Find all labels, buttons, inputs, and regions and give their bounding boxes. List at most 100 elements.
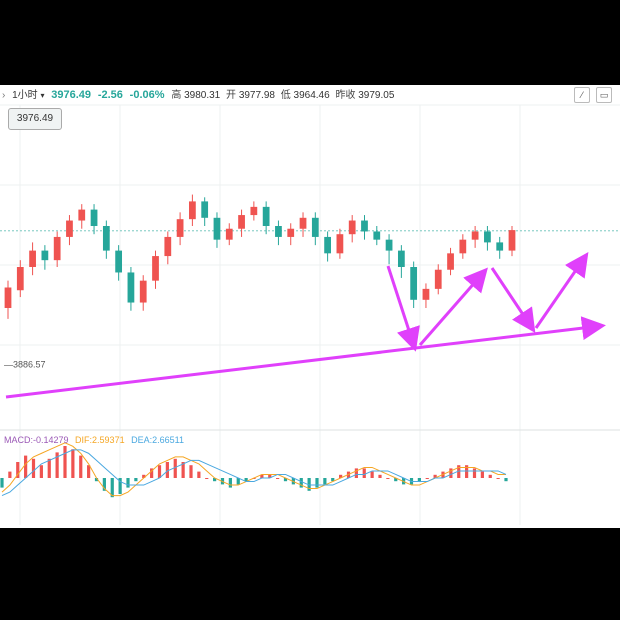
low-marker-label: —3886.57 — [4, 360, 46, 370]
macd-bar — [307, 478, 311, 491]
candle-body — [484, 231, 491, 243]
down-arrow-1 — [386, 265, 420, 352]
candle-body — [115, 250, 123, 273]
macd-bar — [386, 478, 390, 479]
candle-body — [422, 288, 430, 300]
candle-body — [262, 206, 270, 226]
macd-bar — [181, 462, 185, 478]
macd-bar — [354, 468, 358, 478]
candle-body — [336, 234, 344, 254]
open-value: 3977.98 — [238, 90, 275, 101]
change: -2.56 — [97, 89, 123, 101]
macd-bar — [165, 462, 169, 478]
macd-bar — [157, 465, 162, 478]
macd-bar — [370, 471, 374, 478]
candle-body — [275, 226, 282, 237]
high-label: 高 — [171, 90, 182, 101]
prev-close-label: 昨收 — [335, 90, 356, 101]
candle-body — [287, 228, 295, 237]
dea-value: DEA:2.66511 — [131, 435, 184, 445]
high-value: 3980.31 — [184, 90, 221, 101]
candle-body — [152, 256, 159, 281]
candle-body — [496, 242, 504, 251]
candle-body — [311, 217, 319, 237]
low-value: 3964.46 — [293, 90, 330, 101]
period-label: 1小时 — [12, 90, 38, 101]
macd-bar — [0, 478, 4, 488]
macd-bar — [150, 468, 154, 478]
chevron-down-icon: ▾ — [40, 91, 45, 100]
trendline-arrow — [5, 316, 606, 399]
candle-body — [250, 206, 258, 216]
candle-body — [361, 220, 368, 232]
up-arrow-1 — [418, 267, 488, 346]
macd-bar — [118, 478, 122, 494]
macd-bar — [142, 474, 146, 478]
macd-bar — [205, 478, 209, 479]
candle-body — [164, 236, 172, 257]
candle-body — [471, 231, 479, 240]
candle-body — [139, 280, 147, 303]
candle-body — [66, 220, 73, 237]
macd-bar — [94, 478, 99, 482]
candle-body — [385, 239, 393, 251]
candle-body — [238, 215, 245, 229]
candle-body — [127, 272, 135, 303]
macd-bar — [79, 455, 83, 478]
chevron-left-icon[interactable]: › — [2, 90, 6, 101]
chart-canvas[interactable]: —3886.57 — [0, 85, 620, 528]
macd-bar — [488, 474, 492, 478]
candle-body — [16, 267, 24, 291]
candle-body — [447, 253, 454, 270]
macd-bar — [472, 468, 477, 478]
candle-body — [176, 219, 184, 237]
candle-body — [348, 220, 356, 235]
change-pct: -0.06% — [129, 89, 165, 101]
macd-bar — [315, 478, 319, 488]
chart-settings-icon[interactable]: ▭ — [596, 87, 612, 103]
macd-bar — [126, 478, 130, 488]
candle-body — [434, 269, 442, 289]
macd-bar — [8, 471, 12, 478]
macd-bar — [31, 458, 36, 478]
macd-bar — [276, 478, 280, 479]
candle-body — [225, 228, 233, 240]
drawing-tool-icon[interactable]: ⁄ — [574, 87, 590, 103]
prev-close-value: 3979.05 — [358, 90, 395, 101]
candle-body — [508, 230, 516, 251]
macd-bar — [504, 478, 508, 482]
macd-bar — [449, 468, 453, 478]
macd-value: MACD:-0.14279 — [4, 435, 69, 445]
current-price-box: 3976.49 — [8, 108, 62, 130]
macd-bar — [331, 478, 335, 482]
macd-bar — [457, 465, 461, 478]
macd-legend: MACD:-0.14279 DIF:2.59371 DEA:2.66511 — [4, 435, 188, 445]
macd-bar — [71, 449, 75, 478]
macd-bar — [433, 474, 437, 478]
period-selector[interactable]: 1小时 ▾ — [12, 86, 44, 106]
macd-bar — [236, 478, 240, 485]
candle-body — [373, 231, 381, 240]
dea-line — [1, 449, 507, 497]
macd-bar — [283, 478, 288, 482]
dif-value: DIF:2.59371 — [75, 435, 125, 445]
macd-bar — [55, 452, 59, 478]
dif-line — [1, 442, 506, 497]
macd-bar — [189, 465, 193, 478]
macd-bar — [87, 465, 91, 478]
up-arrow-2 — [534, 252, 589, 329]
macd-bar — [173, 458, 177, 478]
candle-body — [213, 217, 221, 240]
macd-bar — [268, 474, 272, 478]
macd-bar — [102, 478, 106, 491]
candle-body — [459, 239, 467, 254]
macd-bar — [299, 478, 303, 488]
macd-bar — [63, 446, 67, 478]
macd-bar — [260, 474, 264, 478]
candle-body — [102, 226, 110, 251]
candle-body — [53, 236, 61, 261]
macd-bar — [339, 474, 343, 478]
macd-bar — [228, 478, 232, 488]
candle-body — [90, 209, 98, 226]
macd-bar — [378, 474, 382, 478]
